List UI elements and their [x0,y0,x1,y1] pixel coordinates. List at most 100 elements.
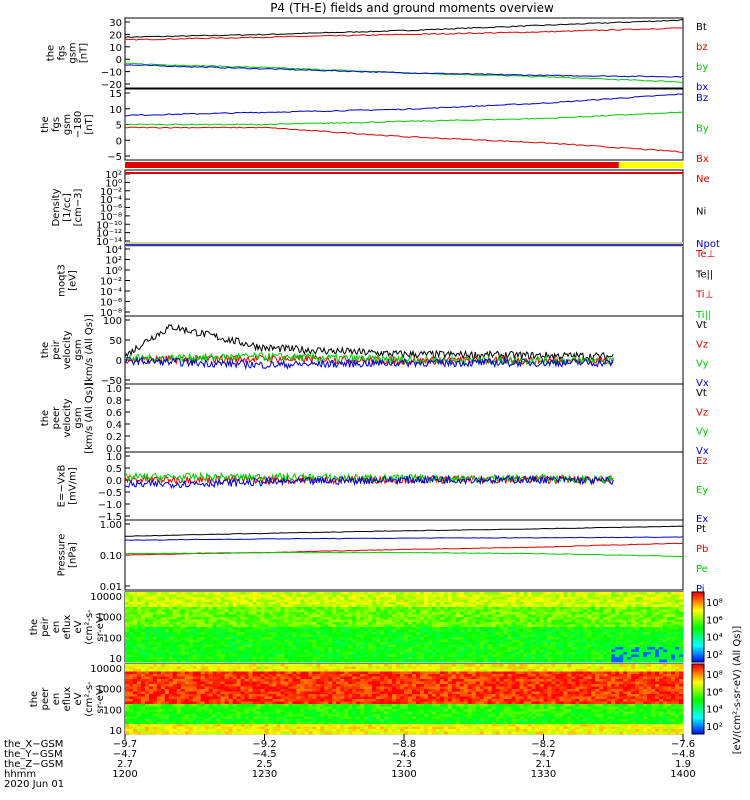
heatmap-cell [400,617,405,620]
heatmap-cell [647,617,652,620]
heatmap-cell [228,724,234,727]
heatmap-cell [400,619,405,623]
heatmap-cell [555,659,560,663]
heatmap-cell [559,652,564,655]
heatmap-cell [172,602,178,605]
heatmap-cell [148,684,154,687]
heatmap-cell [228,604,234,608]
heatmap-cell [280,629,285,633]
heatmap-cell [200,634,206,638]
heatmap-cell [276,649,281,653]
heatmap-cell [423,594,429,598]
heatmap-cell [611,654,616,658]
heatmap-cell [272,617,277,620]
heatmap-cell [228,602,234,605]
heatmap-cell [615,617,620,620]
heatmap-cell [575,599,580,603]
heatmap-cell [224,701,230,705]
heatmap-cell [164,602,170,605]
heatmap-cell [392,647,397,650]
heatmap-cell [148,622,154,625]
heatmap-cell [188,709,194,712]
heatmap-cell [180,686,186,690]
heatmap-cell [176,724,182,727]
heatmap-cell [132,724,138,727]
heatmap-cell [292,659,297,663]
legend-Ey: Ey [696,485,708,496]
heatmap-cell [240,652,245,655]
heatmap-cell [328,627,333,630]
heatmap-cell [272,594,277,598]
heatmap-cell [583,644,588,648]
heatmap-cell [296,602,301,605]
heatmap-cell [228,684,234,687]
heatmap-cell [296,649,301,653]
heatmap-cell [471,629,477,633]
heatmap-cell [651,627,656,630]
heatmap-cell [212,664,218,667]
heatmap-cell [459,622,465,625]
heatmap-cell [152,676,158,680]
heatmap-cell [168,666,174,670]
heatmap-cell [380,654,385,658]
heatmap-cell [344,642,349,645]
heatmap-cell [352,604,357,608]
heatmap-cell [475,592,481,595]
heatmap-cell [523,604,528,608]
heatmap-cell [328,654,333,658]
heatmap-cell [264,617,269,620]
heatmap-cell [320,659,325,663]
heatmap-cell [224,711,230,715]
heatmap-cell [479,602,485,605]
heatmap-cell [655,632,660,635]
heatmap-cell [627,647,632,650]
heatmap-cell [639,624,644,628]
heatmap-cell [156,701,162,705]
heatmap-cell [168,602,174,605]
heatmap-cell [631,637,636,640]
heatmap-cell [204,629,210,633]
heatmap-cell [467,644,473,648]
heatmap-cell [380,612,385,615]
heatmap-cell [495,619,501,623]
heatmap-cell [216,654,222,658]
heatmap-cell [128,594,134,598]
heatmap-cell [164,614,170,618]
heatmap-cell [200,602,206,605]
heatmap-cell [160,597,166,600]
heatmap-cell [663,597,668,600]
heatmap-cell [615,637,620,640]
heatmap-cell [184,699,190,702]
heatmap-cell [575,614,580,618]
heatmap-cell [228,664,234,667]
heatmap-cell [204,597,210,600]
heatmap-cell [125,634,130,638]
heatmap-cell [344,652,349,655]
heatmap-cell [128,624,134,628]
heatmap-cell [220,674,226,677]
heatmap-cell [160,599,166,603]
heatmap-cell [212,637,218,640]
heatmap-cell [140,632,146,635]
heatmap-cell [511,637,516,640]
heatmap-cell [336,592,341,595]
heatmap-cell [168,726,174,730]
heatmap-cell [196,714,202,717]
heatmap-cell [224,669,230,672]
heatmap-cell [252,607,257,610]
heatmap-cell [236,604,241,608]
heatmap-cell [125,637,130,640]
heatmap-cell [184,612,190,615]
heatmap-cell [392,592,397,595]
heatmap-cell [160,684,166,687]
heatmap-cell [156,681,162,685]
heatmap-cell [316,604,321,608]
heatmap-cell [392,632,397,635]
heatmap-cell [647,594,652,598]
heatmap-cell [304,614,309,618]
heatmap-cell [136,627,142,630]
heatmap-cell [651,637,656,640]
heatmap-cell [148,644,154,648]
heatmap-cell [336,629,341,633]
heatmap-cell [404,602,409,605]
